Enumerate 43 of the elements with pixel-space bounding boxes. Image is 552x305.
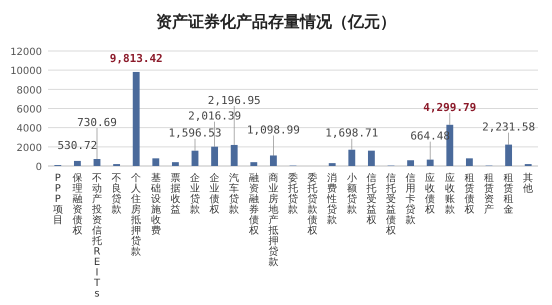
data-label: 530.72 <box>58 138 98 152</box>
y-tick-label: 8000 <box>16 85 42 96</box>
data-label: 4,299.79 <box>423 100 476 114</box>
x-tick-label: 租赁资产 <box>484 173 494 216</box>
y-tick-label: 4000 <box>16 124 42 135</box>
x-tick-label: 信用卡贷款 <box>406 172 416 226</box>
data-label: 2,231.58 <box>482 120 536 134</box>
y-tick-label: 10000 <box>10 66 42 78</box>
x-tick-label: 融资融券债权 <box>248 172 259 236</box>
x-tick-label: 委托贷款债权 <box>306 172 318 236</box>
data-label: 730.69 <box>77 116 117 129</box>
x-tick-label: 应收账款 <box>444 172 455 216</box>
data-label: 1,098.99 <box>246 123 300 136</box>
x-tick-label: 保理融资债权 <box>71 173 82 236</box>
y-tick-label: 12000 <box>10 47 42 58</box>
data-label: 1,698.71 <box>325 126 378 140</box>
x-tick-label: 小额贷款 <box>346 172 357 216</box>
x-tick-label: 信托受益权 <box>365 172 376 226</box>
category-label: 不动产投资信托REITs <box>92 173 102 300</box>
chart-title: 资产证券化产品存量情况（亿元） <box>156 12 396 31</box>
category-label: 商业房地产抵押贷款 <box>268 173 278 268</box>
x-tick-label: 个人住房抵押贷款 <box>130 172 142 258</box>
data-label: 1,596.53 <box>168 126 222 140</box>
x-tick-label: 信托受益债权 <box>385 172 396 236</box>
data-label: 2,196.95 <box>208 94 261 107</box>
y-tick-label: 0 <box>36 162 42 173</box>
x-tick-label: 租赁债权 <box>463 173 474 216</box>
x-tick-label: 租赁租金 <box>504 173 514 216</box>
x-tick-label: PPP项目 <box>52 173 63 226</box>
y-tick-label: 6000 <box>16 104 42 116</box>
x-tick-label: 不良贷款 <box>112 173 122 216</box>
x-tick-label: 企业贷款 <box>190 172 200 216</box>
x-tick-label: 其他 <box>523 172 534 194</box>
x-tick-label: 汽车贷款 <box>229 172 240 216</box>
x-tick-label: 委托贷款 <box>287 172 298 216</box>
x-tick-label: 企业债权 <box>208 172 220 216</box>
x-tick-label: 票据收益 <box>170 173 180 216</box>
x-tick-label: 应收债权 <box>424 172 436 216</box>
x-tick-label: 基础设施收费 <box>150 172 161 236</box>
x-tick-label: 消费性贷款 <box>326 172 338 226</box>
y-tick-label: 2000 <box>16 142 42 154</box>
data-label: 2,016.39 <box>188 110 242 123</box>
data-label: 9,813.42 <box>110 52 163 65</box>
